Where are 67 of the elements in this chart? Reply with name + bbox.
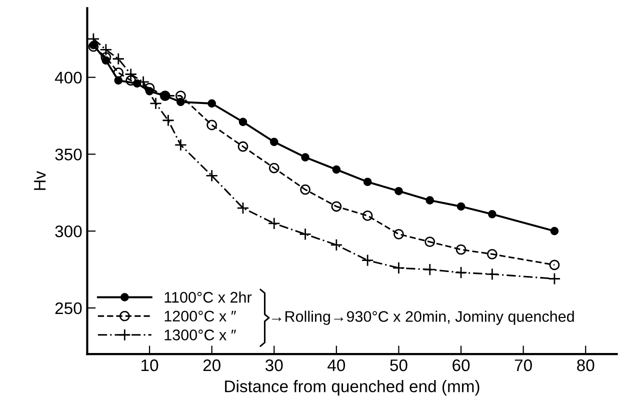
point: [363, 178, 372, 186]
y-axis-title: Hv: [34, 170, 46, 190]
point: [268, 217, 280, 230]
point: [424, 263, 436, 276]
point: [145, 87, 154, 96]
point: [132, 79, 142, 88]
point: [268, 162, 280, 174]
y-tick-label: 250: [55, 302, 82, 314]
legend-label: 1200°C x ″: [164, 310, 236, 322]
y-tick-label: 350: [55, 148, 82, 160]
point: [150, 97, 162, 110]
point: [548, 272, 561, 285]
point: [100, 43, 112, 56]
point: [238, 118, 248, 126]
point: [456, 244, 466, 255]
point: [331, 201, 342, 212]
x-tick-label: 50: [390, 359, 408, 372]
point: [362, 210, 373, 221]
x-tick-label: 20: [203, 359, 220, 372]
y-tick-label: 300: [55, 225, 82, 238]
point: [102, 56, 110, 65]
point: [113, 68, 124, 78]
point: [456, 202, 466, 211]
point: [550, 226, 559, 236]
point: [112, 52, 125, 66]
point: [175, 90, 186, 101]
point: [238, 141, 248, 152]
x-tick-label: 60: [452, 359, 470, 372]
point: [270, 138, 278, 146]
point: [126, 75, 136, 86]
point: [114, 76, 123, 85]
point: [174, 138, 187, 152]
point: [486, 268, 498, 280]
legend-label: 1300°C x ″: [164, 330, 236, 340]
point: [301, 153, 310, 162]
point: [236, 202, 250, 214]
x-tick-label: 30: [265, 359, 283, 372]
x-tick-label: 40: [328, 359, 346, 372]
point: [454, 266, 468, 279]
point: [176, 98, 185, 106]
point: [300, 184, 310, 195]
y-tick-label: 400: [54, 72, 82, 84]
point: [361, 254, 374, 267]
point: [299, 228, 312, 240]
point: [88, 41, 99, 52]
point: [330, 238, 343, 252]
point: [332, 165, 341, 174]
point: [162, 114, 174, 127]
point: [208, 99, 216, 108]
point: [124, 68, 138, 81]
point: [89, 40, 98, 50]
point: [486, 248, 498, 260]
x-tick-label: 80: [577, 359, 594, 372]
point: [394, 186, 403, 196]
point: [394, 228, 404, 240]
point: [426, 196, 434, 204]
x-tick-label: 70: [514, 359, 532, 372]
x-tick-label: 10: [142, 359, 158, 372]
point: [424, 236, 436, 248]
annotation: →Rolling→930°C x 20min, Jominy quenched: [272, 310, 574, 325]
x-axis-title: Distance from quenched end (mm): [225, 380, 480, 396]
point: [549, 260, 560, 270]
point: [392, 262, 405, 274]
legend-label: 1100°C x 2hr: [164, 292, 252, 303]
point: [206, 169, 218, 182]
point: [206, 120, 218, 130]
point: [488, 210, 496, 218]
